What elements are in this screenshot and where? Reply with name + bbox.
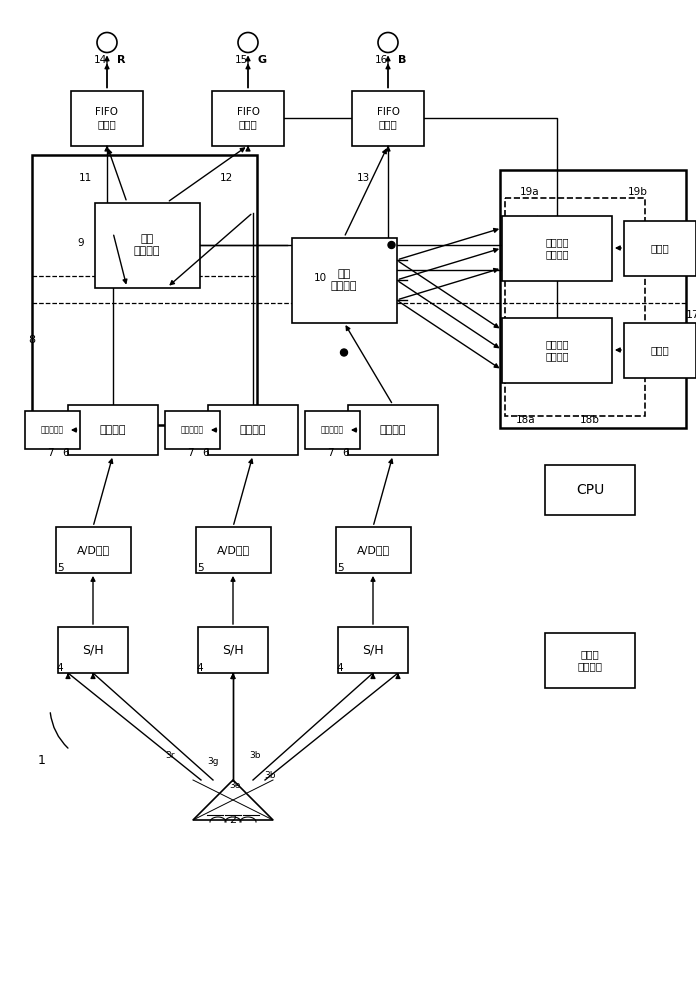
Text: FIFO
存储器: FIFO 存储器: [237, 107, 260, 129]
Text: 枕状失真
修正单元: 枕状失真 修正单元: [545, 237, 569, 259]
Text: 5: 5: [337, 563, 343, 573]
Bar: [502, 216, 612, 280]
Bar: [505, 198, 645, 416]
Circle shape: [378, 32, 398, 52]
Bar: [292, 237, 397, 322]
Text: 6: 6: [342, 448, 349, 458]
Text: 5: 5: [56, 563, 63, 573]
Text: S/H: S/H: [362, 644, 383, 656]
Text: S/H: S/H: [222, 644, 244, 656]
Text: 阴影修正: 阴影修正: [100, 425, 126, 435]
Text: 3e: 3e: [229, 780, 241, 790]
Text: 4: 4: [337, 663, 343, 673]
Bar: [624, 221, 696, 275]
Bar: [545, 465, 635, 515]
Text: 数字
滤波器组: 数字 滤波器组: [331, 269, 357, 291]
Text: A/D变换: A/D变换: [77, 545, 109, 555]
Text: 18a: 18a: [516, 415, 536, 425]
Text: 12: 12: [220, 173, 233, 183]
Text: 存储器: 存储器: [651, 243, 670, 253]
Circle shape: [238, 32, 258, 52]
Text: 19a: 19a: [520, 187, 540, 197]
Text: 11: 11: [79, 173, 92, 183]
Text: B: B: [398, 55, 406, 65]
Text: 7: 7: [47, 448, 54, 458]
Bar: [545, 633, 635, 688]
Bar: [164, 411, 219, 449]
Text: A/D变换: A/D变换: [216, 545, 250, 555]
Text: 修正存储器: 修正存储器: [320, 426, 344, 434]
Text: 3b: 3b: [264, 770, 276, 780]
Text: 15: 15: [235, 55, 248, 65]
Circle shape: [97, 32, 117, 52]
Bar: [196, 527, 271, 573]
Text: 4: 4: [56, 663, 63, 673]
Text: 桶状失真
修正单元: 桶状失真 修正单元: [545, 339, 569, 361]
Text: 修正存储器: 修正存储器: [180, 426, 203, 434]
Text: 3b: 3b: [249, 750, 261, 760]
Text: 6: 6: [63, 448, 70, 458]
Circle shape: [340, 349, 347, 356]
Text: 19b: 19b: [628, 187, 648, 197]
Text: 数字
滤波器组: 数字 滤波器组: [134, 234, 160, 256]
Bar: [348, 405, 438, 455]
Text: 13: 13: [357, 173, 370, 183]
Text: 8: 8: [29, 335, 35, 345]
Bar: [624, 322, 696, 377]
Bar: [56, 527, 131, 573]
Bar: [58, 627, 128, 673]
Text: 3g: 3g: [207, 758, 219, 766]
Bar: [32, 155, 257, 425]
Bar: [212, 91, 284, 145]
Bar: [68, 405, 158, 455]
Text: 4: 4: [197, 663, 203, 673]
Text: 9: 9: [77, 238, 84, 248]
Text: 阴影修正: 阴影修正: [380, 425, 406, 435]
Text: 17: 17: [686, 310, 696, 320]
Text: A/D变换: A/D变换: [356, 545, 390, 555]
Text: 14: 14: [94, 55, 107, 65]
Text: 阴影修正: 阴影修正: [239, 425, 267, 435]
Text: 18b: 18b: [580, 415, 600, 425]
Text: 10: 10: [314, 273, 327, 283]
Text: 5: 5: [197, 563, 203, 573]
Circle shape: [388, 241, 395, 248]
Text: 传感器
驱动单元: 传感器 驱动单元: [578, 649, 603, 671]
Bar: [305, 411, 360, 449]
Text: 1: 1: [38, 754, 46, 766]
Bar: [500, 170, 686, 428]
Text: 7: 7: [326, 448, 333, 458]
Text: FIFO
存储器: FIFO 存储器: [377, 107, 400, 129]
Bar: [71, 91, 143, 145]
Text: FIFO
存储器: FIFO 存储器: [95, 107, 118, 129]
Text: 7: 7: [187, 448, 193, 458]
Bar: [338, 627, 408, 673]
Text: G: G: [258, 55, 267, 65]
Bar: [24, 411, 79, 449]
Bar: [208, 405, 298, 455]
Bar: [335, 527, 411, 573]
Text: 2: 2: [230, 815, 237, 825]
Bar: [198, 627, 268, 673]
Text: 存储器: 存储器: [651, 345, 670, 355]
Text: 6: 6: [203, 448, 209, 458]
Text: 16: 16: [374, 55, 388, 65]
Text: CPU: CPU: [576, 483, 604, 497]
Text: 3r: 3r: [165, 750, 175, 760]
Bar: [95, 202, 200, 288]
Text: 修正存储器: 修正存储器: [40, 426, 63, 434]
Text: R: R: [117, 55, 125, 65]
Bar: [352, 91, 424, 145]
Text: S/H: S/H: [82, 644, 104, 656]
Bar: [502, 318, 612, 382]
